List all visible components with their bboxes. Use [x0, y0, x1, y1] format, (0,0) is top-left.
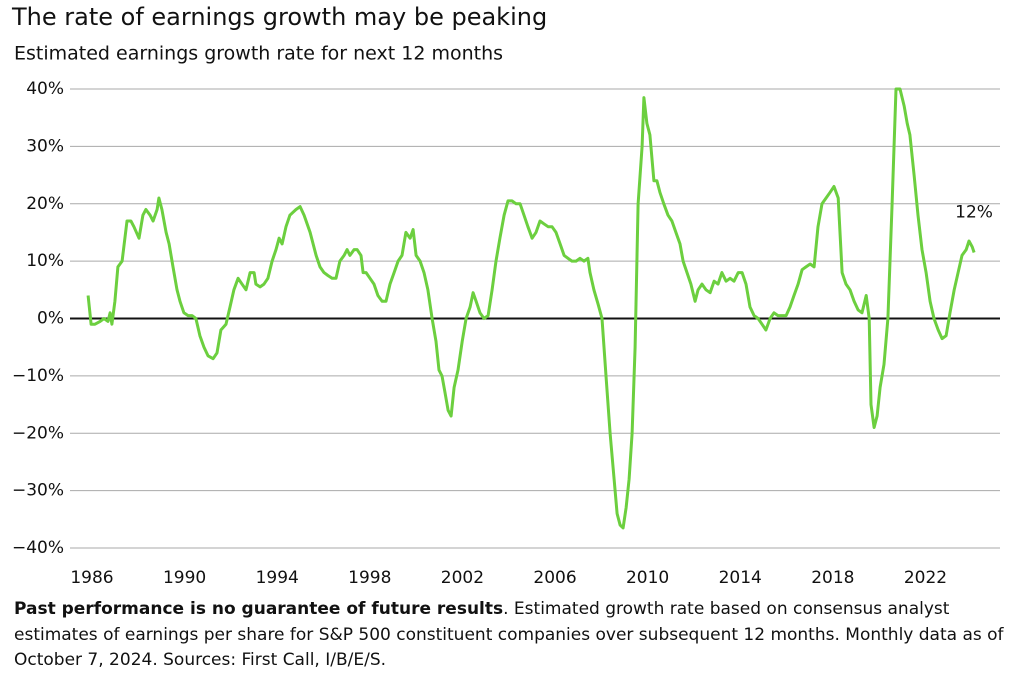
- y-tick-label: −30%: [12, 481, 64, 501]
- chart: The rate of earnings growth may be peaki…: [11, 3, 1000, 588]
- y-tick-label: 0%: [37, 309, 64, 329]
- y-tick-label: −20%: [12, 423, 64, 443]
- x-tick-label: 1990: [163, 568, 206, 588]
- x-tick-label: 2014: [719, 568, 762, 588]
- y-tick-label: 30%: [26, 136, 64, 156]
- x-tick-label: 2006: [533, 568, 576, 588]
- x-tick-label: 1986: [70, 568, 113, 588]
- chart-title: The rate of earnings growth may be peaki…: [11, 3, 547, 31]
- y-tick-label: 20%: [26, 194, 64, 214]
- x-tick-label: 2022: [904, 568, 947, 588]
- footnote-bold: Past performance is no guarantee of futu…: [14, 599, 504, 619]
- x-tick-label: 1998: [348, 568, 391, 588]
- x-tick-label: 2010: [626, 568, 669, 588]
- chart-subtitle: Estimated earnings growth rate for next …: [14, 43, 503, 65]
- x-tick-label: 2002: [441, 568, 484, 588]
- data-line: [86, 87, 976, 530]
- x-tick-label: 1994: [256, 568, 299, 588]
- footnote-text: . Estimated growth rate based on consens…: [14, 599, 1004, 670]
- footnote: Past performance is no guarantee of futu…: [14, 597, 1004, 674]
- y-tick-label: −40%: [12, 538, 64, 558]
- annotation: 12%: [955, 203, 993, 223]
- x-tick-label: 2018: [811, 568, 854, 588]
- y-tick-label: 40%: [26, 79, 64, 99]
- y-tick-label: 10%: [26, 251, 64, 271]
- y-tick-label: −10%: [12, 366, 64, 386]
